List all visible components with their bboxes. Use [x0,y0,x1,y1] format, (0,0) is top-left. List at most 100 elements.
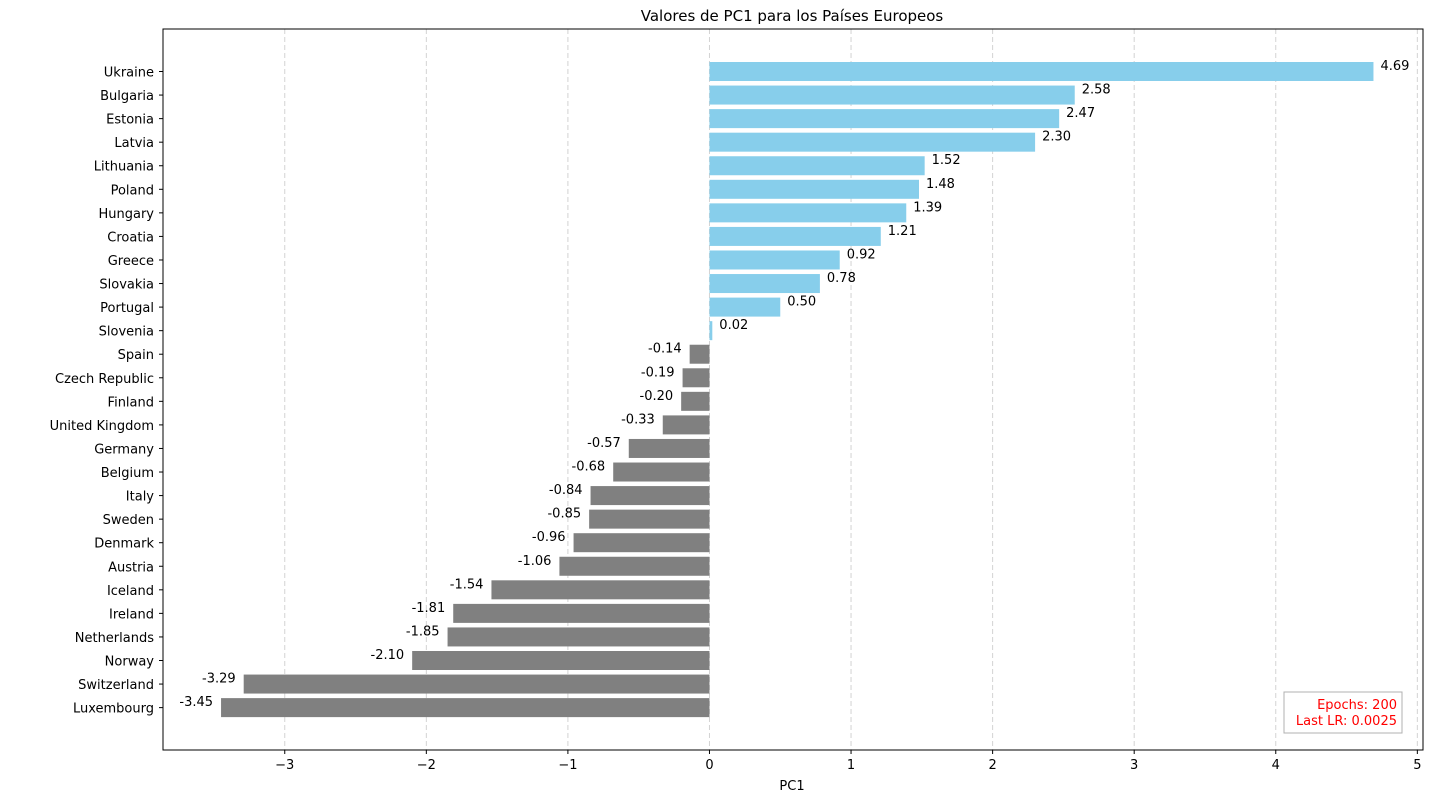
y-axis-ticks: Ukraine Bulgaria Estonia Latvia Lithuania Pol… [50,66,163,717]
bar [573,533,710,553]
bar [412,651,710,670]
plot-frame [162,28,1424,751]
data-label: -1.54 [450,577,484,592]
y-tick-label: Austria [108,560,154,575]
data-label: -0.85 [547,507,581,522]
x-tick-label: −2 [417,758,436,773]
bar [709,297,781,317]
y-tick-label: Netherlands [75,631,154,646]
data-label: -0.84 [549,483,583,498]
y-tick-label: Latvia [114,136,154,151]
plot-border [162,28,1424,751]
y-tick-label: Germany [94,442,154,457]
y-tick-label: Slovakia [99,278,154,293]
data-label: 0.50 [787,295,816,310]
chart-title: Valores de PC1 para los Países Europeos [641,7,944,25]
bar [662,415,710,435]
data-label: -1.85 [406,624,440,639]
y-tick-label: Luxembourg [73,702,154,717]
y-tick-label: Slovenia [99,325,154,340]
x-tick-label: 4 [1272,758,1280,773]
y-tick-label: Iceland [107,584,154,599]
y-tick-label: Italy [126,490,155,505]
bar [221,698,710,718]
y-tick-label: Bulgaria [100,89,154,104]
y-tick-label: Estonia [106,113,154,128]
bar [628,438,710,458]
data-label: 2.47 [1066,106,1095,121]
bar [709,274,820,294]
training-annotation: Epochs: 200 Last LR: 0.0025 [1283,691,1403,734]
bar [243,674,710,694]
bar [682,368,710,388]
annotation-last-lr: Last LR: 0.0025 [1296,714,1397,729]
bar [709,226,881,246]
x-tick-label: 0 [705,758,713,773]
bar [613,462,710,482]
data-label: 2.30 [1042,130,1071,145]
y-tick-label: United Kingdom [50,419,154,434]
x-axis-ticks: −3 −2 −1 0 1 2 3 4 5 [275,750,1421,773]
data-label: -0.96 [532,530,566,545]
y-tick-label: Sweden [103,513,154,528]
bar [709,85,1075,105]
y-tick-label: Spain [118,348,154,363]
bar [453,603,710,623]
bar [709,62,1374,81]
bar [709,156,925,176]
x-tick-label: 1 [847,758,855,773]
y-tick-label: Poland [111,183,154,198]
y-tick-label: Czech Republic [55,372,154,387]
bar [709,203,907,223]
data-label: -3.45 [179,695,213,710]
y-tick-label: Portugal [100,301,154,316]
data-label: -2.10 [371,648,405,663]
y-tick-label: Ukraine [104,66,154,81]
bar [689,344,710,364]
data-label: -0.20 [640,389,674,404]
bar [447,627,710,647]
bar [559,556,710,576]
data-label: -0.57 [587,436,621,451]
bar [590,486,710,506]
bar [709,179,919,199]
y-tick-label: Ireland [109,607,154,622]
data-label: -1.81 [412,601,446,616]
data-label: 2.58 [1082,83,1111,98]
y-tick-label: Denmark [94,537,154,552]
y-tick-label: Belgium [101,466,154,481]
y-tick-label: Switzerland [78,678,154,693]
data-label: 1.48 [926,177,955,192]
data-label: 1.39 [913,200,942,215]
x-tick-label: −1 [558,758,577,773]
data-label: -0.33 [621,412,655,427]
y-tick-label: Finland [108,395,154,410]
y-tick-label: Hungary [98,207,154,222]
data-label: 0.78 [827,271,856,286]
data-label: -0.19 [641,365,675,380]
data-label: 4.69 [1380,59,1409,74]
x-tick-label: 5 [1413,758,1421,773]
x-tick-label: −3 [275,758,294,773]
bar [709,321,713,341]
annotation-epochs: Epochs: 200 [1317,698,1397,713]
bars [221,62,1374,718]
data-label: -3.29 [202,672,236,687]
data-label: -1.06 [518,554,552,569]
bar [589,509,710,529]
bar [709,250,840,270]
data-label: 1.52 [932,153,961,168]
data-label: -0.68 [572,460,606,475]
data-label: -0.14 [648,342,682,357]
x-tick-label: 2 [988,758,996,773]
bar [709,132,1036,152]
bar [491,580,710,600]
data-label: 1.21 [888,224,917,239]
bar [709,109,1060,129]
data-labels: 4.69 2.58 2.47 2.30 1.52 1.48 1.39 1.21 0.92 0.78… [179,59,1409,710]
y-tick-label: Norway [105,655,155,670]
x-axis-title: PC1 [779,779,804,794]
annotation-box-border [1283,691,1403,734]
